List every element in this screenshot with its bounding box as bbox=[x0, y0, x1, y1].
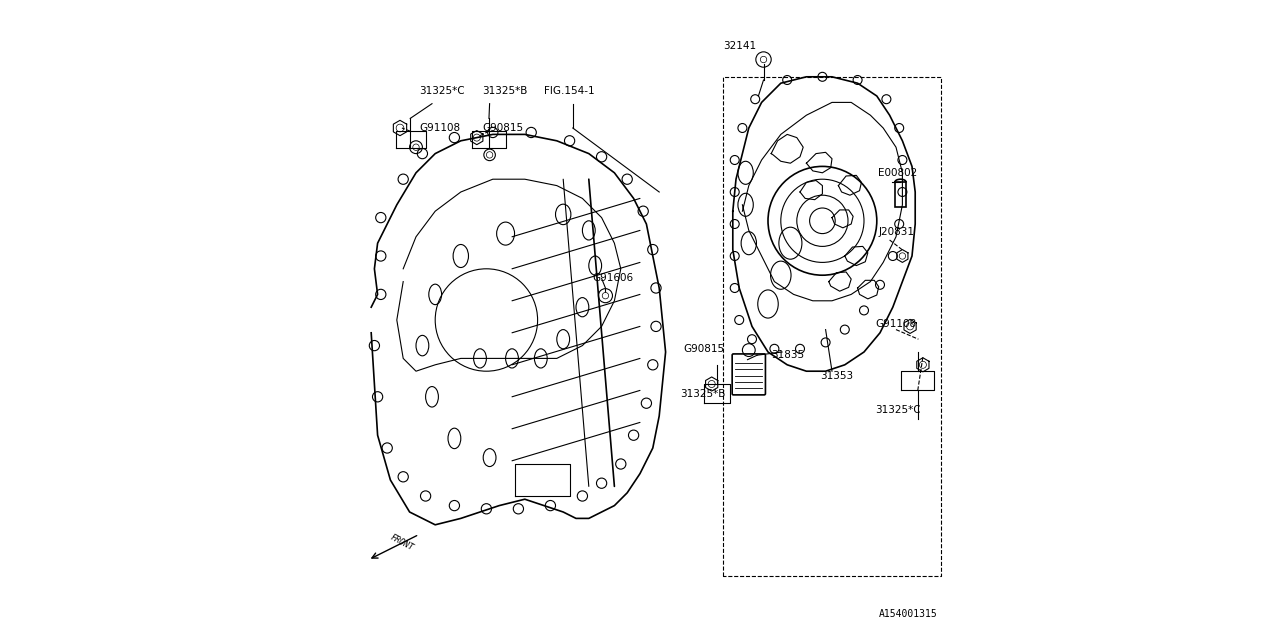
Text: G91108: G91108 bbox=[876, 319, 916, 330]
Bar bbox=[895, 182, 906, 207]
Text: A154001315: A154001315 bbox=[879, 609, 937, 620]
Text: G90815: G90815 bbox=[684, 344, 724, 354]
Text: 32141: 32141 bbox=[723, 41, 756, 51]
Text: 31325*C: 31325*C bbox=[876, 404, 922, 415]
Text: 31353: 31353 bbox=[820, 371, 854, 381]
Text: FRONT: FRONT bbox=[389, 532, 416, 552]
Text: G90815: G90815 bbox=[483, 123, 524, 133]
Text: 31325*B: 31325*B bbox=[483, 86, 527, 96]
Text: 31325*B: 31325*B bbox=[680, 388, 724, 399]
Text: G91606: G91606 bbox=[591, 273, 634, 284]
Text: E00802: E00802 bbox=[878, 168, 918, 178]
Text: 31325*C: 31325*C bbox=[420, 86, 465, 96]
Text: J20831: J20831 bbox=[878, 227, 914, 237]
Text: G91108: G91108 bbox=[420, 123, 461, 133]
Text: FIG.154-1: FIG.154-1 bbox=[544, 86, 595, 96]
Text: 31835: 31835 bbox=[771, 350, 804, 360]
